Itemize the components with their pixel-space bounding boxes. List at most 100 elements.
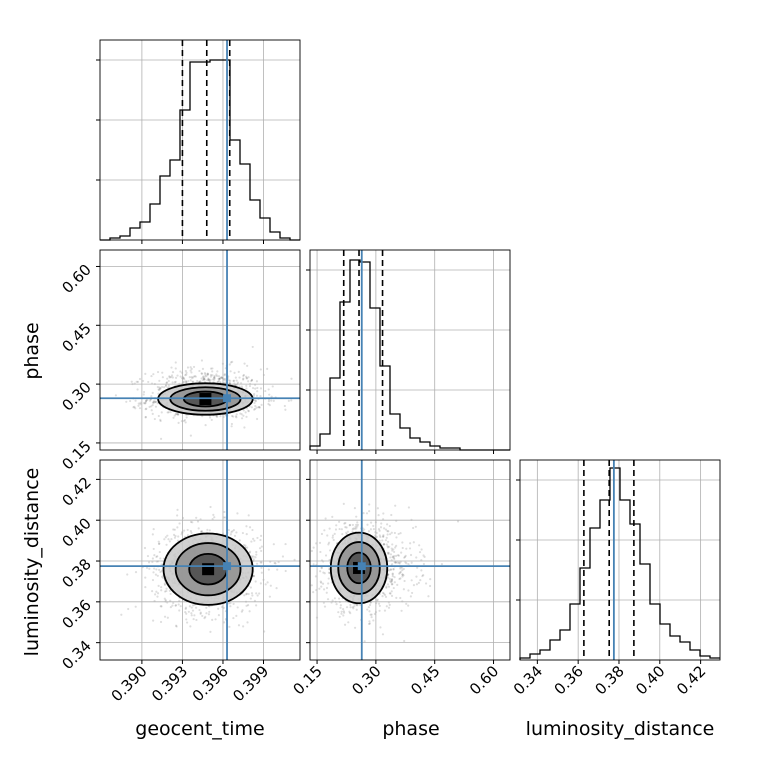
scatter-point bbox=[276, 568, 279, 571]
scatter-point bbox=[139, 403, 142, 406]
scatter-point bbox=[387, 540, 390, 543]
scatter-point bbox=[385, 605, 388, 608]
scatter-point bbox=[325, 591, 328, 594]
scatter-point bbox=[177, 421, 180, 425]
scatter-point bbox=[160, 605, 163, 608]
scatter-point bbox=[177, 413, 180, 416]
scatter-point bbox=[233, 371, 236, 374]
scatter-point bbox=[390, 513, 393, 517]
scatter-point bbox=[186, 366, 190, 369]
scatter-point bbox=[338, 615, 341, 618]
scatter-point bbox=[384, 595, 388, 599]
scatter-point bbox=[267, 402, 270, 406]
scatter-point bbox=[257, 406, 260, 409]
scatter-point bbox=[203, 378, 206, 381]
scatter-point bbox=[150, 589, 154, 593]
scatter-point bbox=[173, 414, 176, 417]
scatter-point bbox=[324, 517, 327, 520]
scatter-point bbox=[399, 532, 402, 535]
scatter-point bbox=[420, 548, 423, 551]
scatter-point bbox=[349, 606, 352, 609]
scatter-point bbox=[381, 633, 385, 636]
scatter-point bbox=[160, 589, 163, 592]
truth-marker-geocent-time-vs-phase bbox=[223, 394, 232, 403]
scatter-point bbox=[159, 605, 162, 608]
scatter-point bbox=[370, 613, 373, 616]
scatter-point bbox=[355, 604, 358, 607]
scatter-point bbox=[383, 527, 386, 530]
scatter-point bbox=[394, 504, 397, 507]
scatter-point bbox=[246, 546, 249, 549]
scatter-point bbox=[250, 555, 254, 558]
scatter-point bbox=[169, 410, 172, 414]
scatter-point bbox=[159, 557, 162, 560]
scatter-point bbox=[356, 523, 360, 526]
scatter-point bbox=[266, 581, 269, 584]
scatter-point bbox=[250, 378, 254, 381]
scatter-point bbox=[399, 570, 402, 573]
scatter-point bbox=[248, 526, 252, 529]
scatter-point bbox=[390, 547, 393, 550]
scatter-point bbox=[251, 594, 254, 597]
scatter-point bbox=[218, 377, 221, 381]
scatter-point bbox=[137, 404, 140, 407]
scatter-point bbox=[415, 575, 418, 578]
contour-geocent-time-vs-luminosity-distance-0 bbox=[162, 532, 254, 606]
scatter-point bbox=[340, 612, 343, 615]
scatter-point bbox=[272, 399, 275, 402]
scatter-point bbox=[164, 536, 167, 539]
scatter-point bbox=[323, 572, 326, 575]
scatter-point bbox=[327, 582, 330, 585]
scatter-point bbox=[399, 571, 402, 574]
scatter-point bbox=[377, 602, 381, 605]
scatter-point bbox=[209, 375, 213, 378]
scatter-point bbox=[176, 526, 179, 529]
scatter-point bbox=[253, 539, 256, 542]
scatter-point bbox=[368, 610, 371, 613]
scatter-point bbox=[176, 508, 179, 511]
scatter-point bbox=[183, 378, 186, 381]
scatter-point bbox=[382, 535, 385, 538]
scatter-point bbox=[344, 526, 347, 529]
scatter-point bbox=[163, 590, 167, 593]
scatter-point bbox=[164, 599, 167, 602]
scatter-point bbox=[163, 597, 166, 600]
scatter-point bbox=[349, 603, 352, 607]
scatter-point bbox=[414, 525, 417, 528]
scatter-point bbox=[191, 604, 195, 607]
scatter-point bbox=[228, 381, 231, 384]
scatter-point bbox=[238, 539, 241, 542]
scatter-point bbox=[255, 550, 258, 554]
scatter-point bbox=[348, 524, 351, 527]
scatter-point bbox=[166, 411, 169, 414]
scatter-point bbox=[339, 606, 342, 609]
scatter-point bbox=[395, 554, 398, 557]
scatter-point bbox=[188, 375, 191, 379]
scatter-point bbox=[229, 605, 232, 608]
scatter-point bbox=[354, 525, 357, 529]
scatter-point bbox=[208, 379, 211, 382]
scatter-point bbox=[259, 582, 262, 585]
scatter-point bbox=[252, 574, 255, 577]
scatter-point bbox=[228, 379, 232, 382]
scatter-point bbox=[204, 424, 207, 427]
scatter-point bbox=[398, 572, 401, 575]
scatter-point bbox=[251, 345, 254, 349]
scatter-point bbox=[327, 541, 331, 544]
scatter-point bbox=[224, 381, 227, 384]
scatter-point bbox=[173, 536, 177, 539]
scatter-point bbox=[144, 416, 147, 419]
scatter-point bbox=[310, 584, 313, 587]
scatter-point bbox=[154, 400, 157, 403]
scatter-point bbox=[166, 534, 169, 537]
scatter-point bbox=[184, 373, 187, 377]
scatter-point bbox=[387, 552, 390, 556]
scatter-point bbox=[382, 535, 385, 538]
scatter-point bbox=[208, 610, 211, 613]
scatter-point bbox=[391, 572, 394, 575]
scatter-point bbox=[370, 616, 373, 619]
scatter-point bbox=[232, 529, 236, 532]
y-axis-label-phase: phase bbox=[21, 322, 43, 379]
histogram-geocent-time bbox=[100, 59, 300, 241]
scatter-point bbox=[353, 507, 357, 510]
